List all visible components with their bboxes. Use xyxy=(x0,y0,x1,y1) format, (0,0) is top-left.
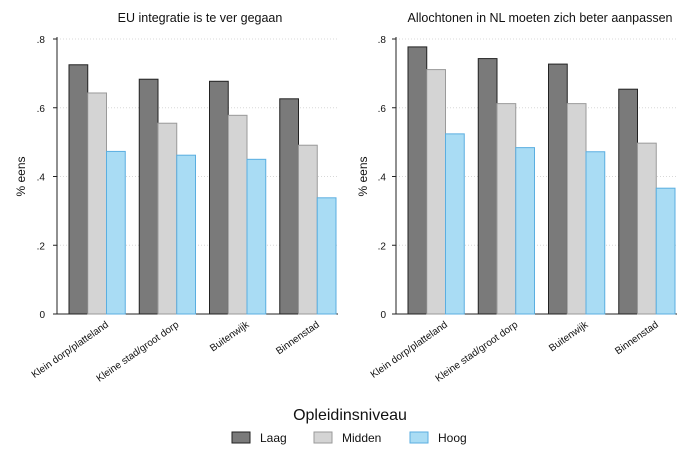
legend: Opleidinsniveau Laag Midden Hoog xyxy=(231,407,467,445)
bar-laag xyxy=(618,88,638,315)
bar-laag xyxy=(68,64,89,315)
bar-hoog xyxy=(246,158,267,315)
legend-item-hoog: Hoog xyxy=(409,431,467,445)
legend-label-laag: Laag xyxy=(260,431,287,445)
legend-item-laag: Laag xyxy=(231,431,287,445)
bar-hoog xyxy=(585,151,606,315)
bar-laag xyxy=(548,63,568,315)
bar-midden xyxy=(157,122,178,315)
legend-label-hoog: Hoog xyxy=(438,431,467,445)
bar-midden xyxy=(496,103,517,315)
legend-item-midden: Midden xyxy=(313,431,381,445)
bar-midden xyxy=(637,142,657,315)
y-tick-label: 0 xyxy=(39,310,45,321)
y-axis-label: % eens xyxy=(14,156,28,196)
bar-hoog xyxy=(515,147,535,315)
y-tick-label: .2 xyxy=(378,241,387,252)
y-tick-label: .6 xyxy=(378,104,387,115)
bar-laag xyxy=(209,80,229,315)
x-tick-label: Binnenstad xyxy=(274,319,321,357)
chart-panels: EU integratie is te ver gegaan .8 .6 .4 .2 0%… xyxy=(14,11,677,385)
x-tick-label: Buitenwijk xyxy=(547,319,591,354)
legend-swatch-laag xyxy=(231,431,251,444)
bar-hoog xyxy=(655,187,676,315)
bar-laag xyxy=(407,46,428,315)
y-tick-label: .4 xyxy=(378,173,387,184)
legend-swatch-midden xyxy=(313,431,333,444)
bar-hoog xyxy=(106,150,126,315)
bar-midden xyxy=(426,69,446,315)
chart-title: EU integratie is te ver gegaan xyxy=(118,11,283,25)
chart-panel-2: Allochtonen in NL moeten zich beter aanp… xyxy=(356,11,677,385)
y-tick-label: .6 xyxy=(37,104,46,115)
bar-hoog xyxy=(445,133,465,315)
y-tick-label: .4 xyxy=(37,173,46,184)
legend-label-midden: Midden xyxy=(342,431,381,445)
bar-midden xyxy=(566,103,587,315)
bar-laag xyxy=(279,98,299,315)
legend-title: Opleidinsniveau xyxy=(293,407,407,424)
bar-midden xyxy=(227,114,248,315)
x-tick-label: Binnenstad xyxy=(613,319,660,357)
bar-midden xyxy=(298,144,318,315)
bar-hoog xyxy=(316,197,337,315)
chart-panel-1: EU integratie is te ver gegaan .8 .6 .4 .2 0%… xyxy=(14,11,338,385)
y-tick-label: .8 xyxy=(378,35,387,46)
y-tick-label: 0 xyxy=(380,310,386,321)
x-tick-label: Buitenwijk xyxy=(208,319,252,354)
y-axis-label: % eens xyxy=(356,156,370,196)
y-tick-label: .8 xyxy=(37,35,46,46)
bar-laag xyxy=(138,78,159,315)
bar-hoog xyxy=(176,154,196,315)
legend-swatch-hoog xyxy=(409,431,429,444)
bar-midden xyxy=(87,92,107,315)
chart-title: Allochtonen in NL moeten zich beter aanp… xyxy=(408,11,673,25)
y-tick-label: .2 xyxy=(37,241,46,252)
bar-laag xyxy=(477,58,498,315)
